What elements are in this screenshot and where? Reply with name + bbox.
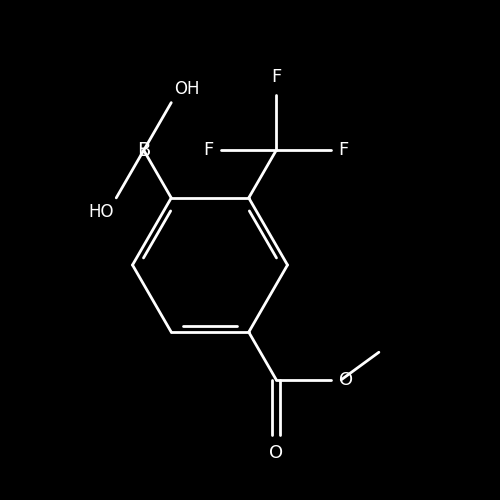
Text: OH: OH xyxy=(174,80,200,98)
Text: F: F xyxy=(339,142,349,160)
Text: F: F xyxy=(271,68,281,86)
Text: B: B xyxy=(137,141,150,160)
Text: F: F xyxy=(204,142,214,160)
Text: O: O xyxy=(269,444,283,462)
Text: O: O xyxy=(339,370,353,388)
Text: HO: HO xyxy=(88,203,114,221)
